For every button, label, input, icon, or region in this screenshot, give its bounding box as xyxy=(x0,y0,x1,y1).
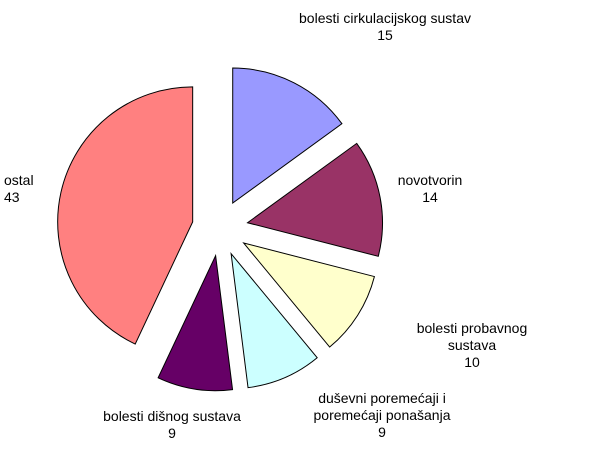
slice-label: ostal 43 xyxy=(4,172,34,206)
slice-name: bolesti cirkulacijskog sustav xyxy=(299,10,471,26)
slice-value: 43 xyxy=(4,189,20,205)
pie-slice xyxy=(242,242,376,348)
slice-value: 14 xyxy=(422,189,438,205)
slice-label: bolesti cirkulacijskog sustav 15 xyxy=(299,10,471,44)
slice-label: bolesti probavnog sustava 10 xyxy=(409,320,535,371)
slice-name: bolesti dišnog sustava xyxy=(103,408,241,424)
slice-value: 9 xyxy=(168,425,176,441)
pie-slice xyxy=(230,252,318,389)
slice-value: 15 xyxy=(377,27,393,43)
pie-slice xyxy=(57,86,194,345)
slice-value: 9 xyxy=(378,424,386,440)
slice-name: ostal xyxy=(4,172,34,188)
slice-name: bolesti probavnog sustava xyxy=(416,320,528,353)
slice-name: novotvorin xyxy=(397,172,463,188)
slice-value: 10 xyxy=(464,354,480,370)
slice-label: duševni poremećaji i poremećaji ponašanj… xyxy=(297,390,467,441)
pie-slice xyxy=(246,142,383,257)
pie-slice xyxy=(157,253,234,392)
pie-slice xyxy=(232,67,343,205)
slice-label: novotvorin 14 xyxy=(398,172,463,206)
slice-name: duševni poremećaji i poremećaji ponašanj… xyxy=(313,390,451,423)
slice-label: bolesti dišnog sustava 9 xyxy=(103,408,241,442)
